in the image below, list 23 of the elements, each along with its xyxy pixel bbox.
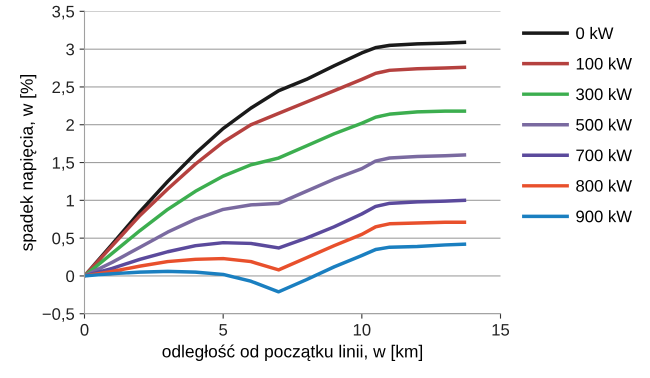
line-series [84, 242, 466, 294]
y-tick-label: 0 [66, 270, 74, 282]
y-tick-label: −0,5 [42, 308, 74, 322]
x-tick-label: 10 [354, 324, 370, 336]
y-tick-label: 2 [66, 119, 74, 131]
y-tick-label: 3,5 [52, 6, 74, 20]
legend-label: 100 kW [576, 57, 632, 70]
x-axis-title: odległość od początku linii, w [km] [162, 344, 422, 361]
x-tick-label: 15 [492, 324, 510, 336]
y-tick-label: 1,5 [52, 157, 74, 171]
legend-label: 700 kW [576, 149, 632, 162]
y-tick-label: 1 [66, 194, 74, 206]
y-tick-label: 0,5 [52, 232, 74, 246]
legend-label: 500 kW [576, 118, 632, 131]
x-tick-label: 5 [219, 324, 228, 336]
legend-label: 900 kW [576, 210, 632, 222]
legend-label: 0 kW [576, 26, 614, 40]
legend-label: 800 kW [576, 180, 632, 192]
y-axis-title: spadek napięcia, w [%] [20, 74, 36, 251]
x-tick-label: 0 [80, 324, 88, 336]
legend-label: 300 kW [576, 88, 632, 100]
y-tick-label: 2,5 [52, 81, 74, 96]
y-tick-label: 3 [66, 44, 74, 56]
